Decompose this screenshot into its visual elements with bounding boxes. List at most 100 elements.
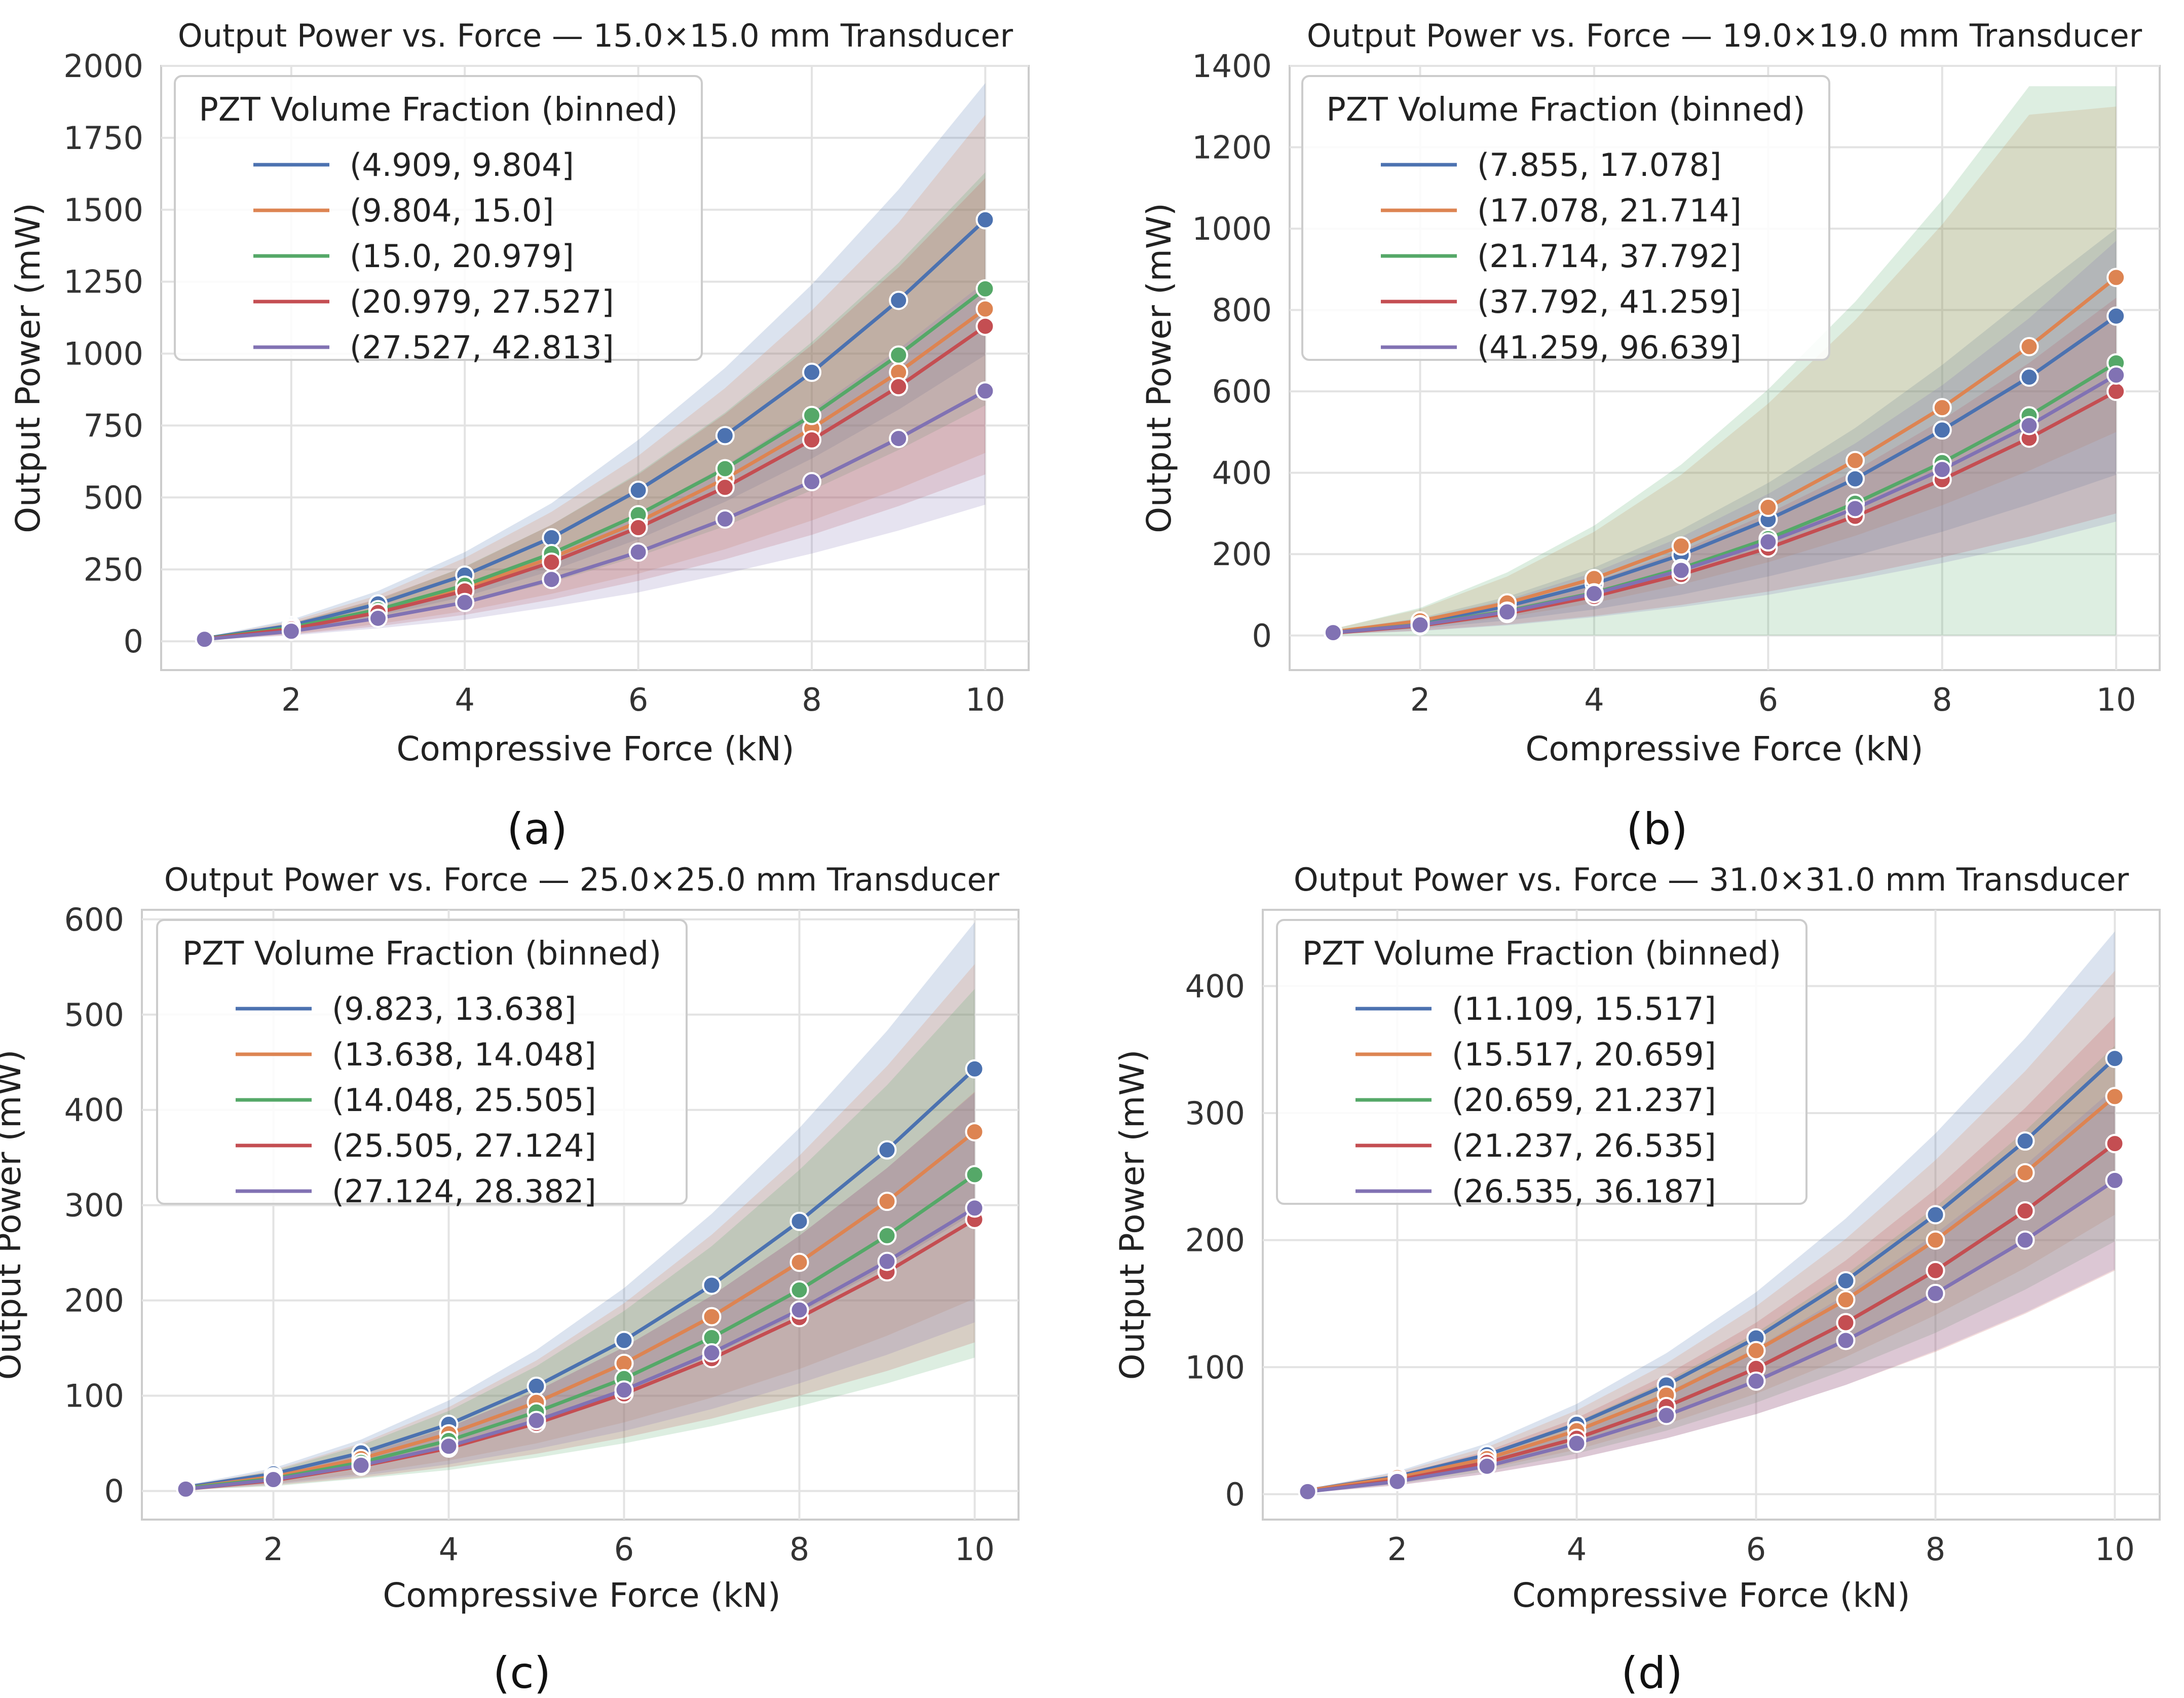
data-point-series-0 [715,426,735,446]
panel-label: (b) [1626,804,1688,855]
data-point-series-1 [2019,337,2039,356]
data-point-series-0 [526,1376,546,1396]
chart-title: Output Power vs. Force — 15.0×15.0 mm Tr… [178,17,1013,54]
data-point-series-4 [2105,1170,2125,1190]
legend-box [174,75,703,361]
y-tick-label: 800 [1212,292,1272,329]
data-point-series-2 [802,405,821,425]
data-point-series-1 [1932,398,1952,418]
y-tick-label: 1250 [63,264,143,301]
data-point-series-4 [2019,416,2039,435]
data-point-series-4 [1584,584,1604,604]
data-point-series-1 [702,1307,722,1326]
chart-title: Output Power vs. Force — 19.0×19.0 mm Tr… [1307,17,2142,54]
data-point-series-1 [1671,536,1691,556]
data-point-series-1 [965,1122,985,1141]
series-line-1 [185,1130,976,1490]
data-point-series-3 [2105,1134,2125,1154]
legend-title: PZT Volume Fraction (binned) [1302,935,1782,973]
confidence-band-series-1 [204,115,986,640]
data-point-series-1 [1926,1230,1945,1250]
x-tick-label: 10 [2095,1531,2135,1568]
x-axis-label: Compressive Force (kN) [383,1576,780,1615]
data-point-series-0 [1846,469,1865,489]
data-point-series-0 [877,1140,897,1160]
chart-panel-b: 2 4 6 8 10 0 200 400 600 800 1000 1200 1400 Compressi… [1140,17,2161,855]
legend-entry-2: (20.659, 21.237] [1452,1082,1716,1119]
data-point-series-3 [2106,382,2126,401]
y-tick-label: 0 [104,1473,124,1510]
y-tick-label: 600 [1212,373,1272,410]
series-line-4 [204,389,987,641]
data-point-series-4 [176,1479,196,1499]
y-axis-label: Output Power (mW) [1140,203,1179,533]
confidence-band-series-2 [1307,1046,2115,1492]
data-point-series-1 [1746,1341,1766,1360]
legend-entry-1: (9.804, 15.0] [350,192,554,229]
y-tick-label: 300 [1185,1095,1245,1132]
series-line-2 [204,287,987,641]
data-point-series-4 [1758,532,1778,552]
confidence-band-series-2 [185,989,975,1490]
x-tick-label: 10 [965,681,1005,718]
legend-entry-0: (9.823, 13.638] [332,990,576,1027]
data-point-series-4 [368,608,388,628]
data-point-series-4 [1846,499,1865,519]
x-tick-label: 8 [789,1531,809,1568]
x-tick-label: 8 [802,681,821,718]
data-point-series-1 [2015,1163,2035,1183]
data-point-series-2 [975,279,995,299]
data-point-series-4 [715,509,735,529]
x-tick-label: 10 [955,1531,995,1568]
legend-title: PZT Volume Fraction (binned) [182,935,662,973]
panel-label: (a) [507,804,568,855]
data-point-series-3 [542,552,561,572]
y-tick-label: 1750 [63,120,143,157]
legend-entry-4: (27.124, 28.382] [332,1173,596,1210]
data-point-series-4 [1497,602,1517,622]
series-line-4 [1307,1178,2116,1494]
x-tick-label: 6 [1746,1531,1766,1568]
chart-title: Output Power vs. Force — 25.0×25.0 mm Tr… [164,861,1000,898]
x-tick-label: 2 [1387,1531,1407,1568]
data-point-series-1 [2106,268,2126,287]
y-tick-label: 500 [64,996,124,1033]
x-tick-label: 8 [1932,681,1952,718]
data-point-series-4 [975,381,995,401]
y-tick-label: 1500 [63,192,143,229]
data-point-series-4 [195,630,214,649]
x-tick-label: 10 [2096,681,2136,718]
data-point-series-2 [715,459,735,478]
x-tick-label: 2 [281,681,301,718]
legend-entry-1: (17.078, 21.714] [1477,192,1742,229]
data-point-series-4 [455,593,475,612]
data-point-series-0 [2105,1049,2125,1068]
confidence-band-series-2 [1333,86,2117,636]
data-point-series-2 [889,345,909,365]
confidence-band-series-0 [204,83,986,640]
data-point-series-4 [877,1251,897,1271]
data-point-series-4 [1323,623,1343,643]
confidence-band-series-4 [1307,1087,2115,1493]
legend-entry-3: (25.505, 27.124] [332,1127,596,1164]
legend-entry-3: (20.979, 27.527] [350,283,614,320]
y-tick-label: 750 [84,408,143,445]
y-tick-label: 1200 [1192,129,1272,166]
data-point-series-4 [1746,1371,1766,1391]
confidence-band-series-1 [1333,106,2117,634]
data-point-series-1 [975,299,995,319]
data-point-series-4 [802,472,821,492]
legend-box [1276,919,1808,1205]
legend: PZT Volume Fraction (binned) (7.855, 17.0… [1301,75,1830,366]
series-line-4 [185,1206,976,1491]
data-point-series-2 [789,1280,809,1300]
data-point-series-4 [439,1436,459,1456]
series-line-2 [185,1173,976,1490]
data-point-series-3 [628,518,648,538]
x-tick-label: 4 [1567,1531,1587,1568]
chart-panel-a: 2 4 6 8 10 0 250 500 750 1000 1250 1500 1750 2000 Comp… [9,17,1030,855]
series-line-0 [185,1067,976,1489]
data-point-series-2 [965,1165,985,1185]
data-point-series-4 [1926,1283,1945,1303]
